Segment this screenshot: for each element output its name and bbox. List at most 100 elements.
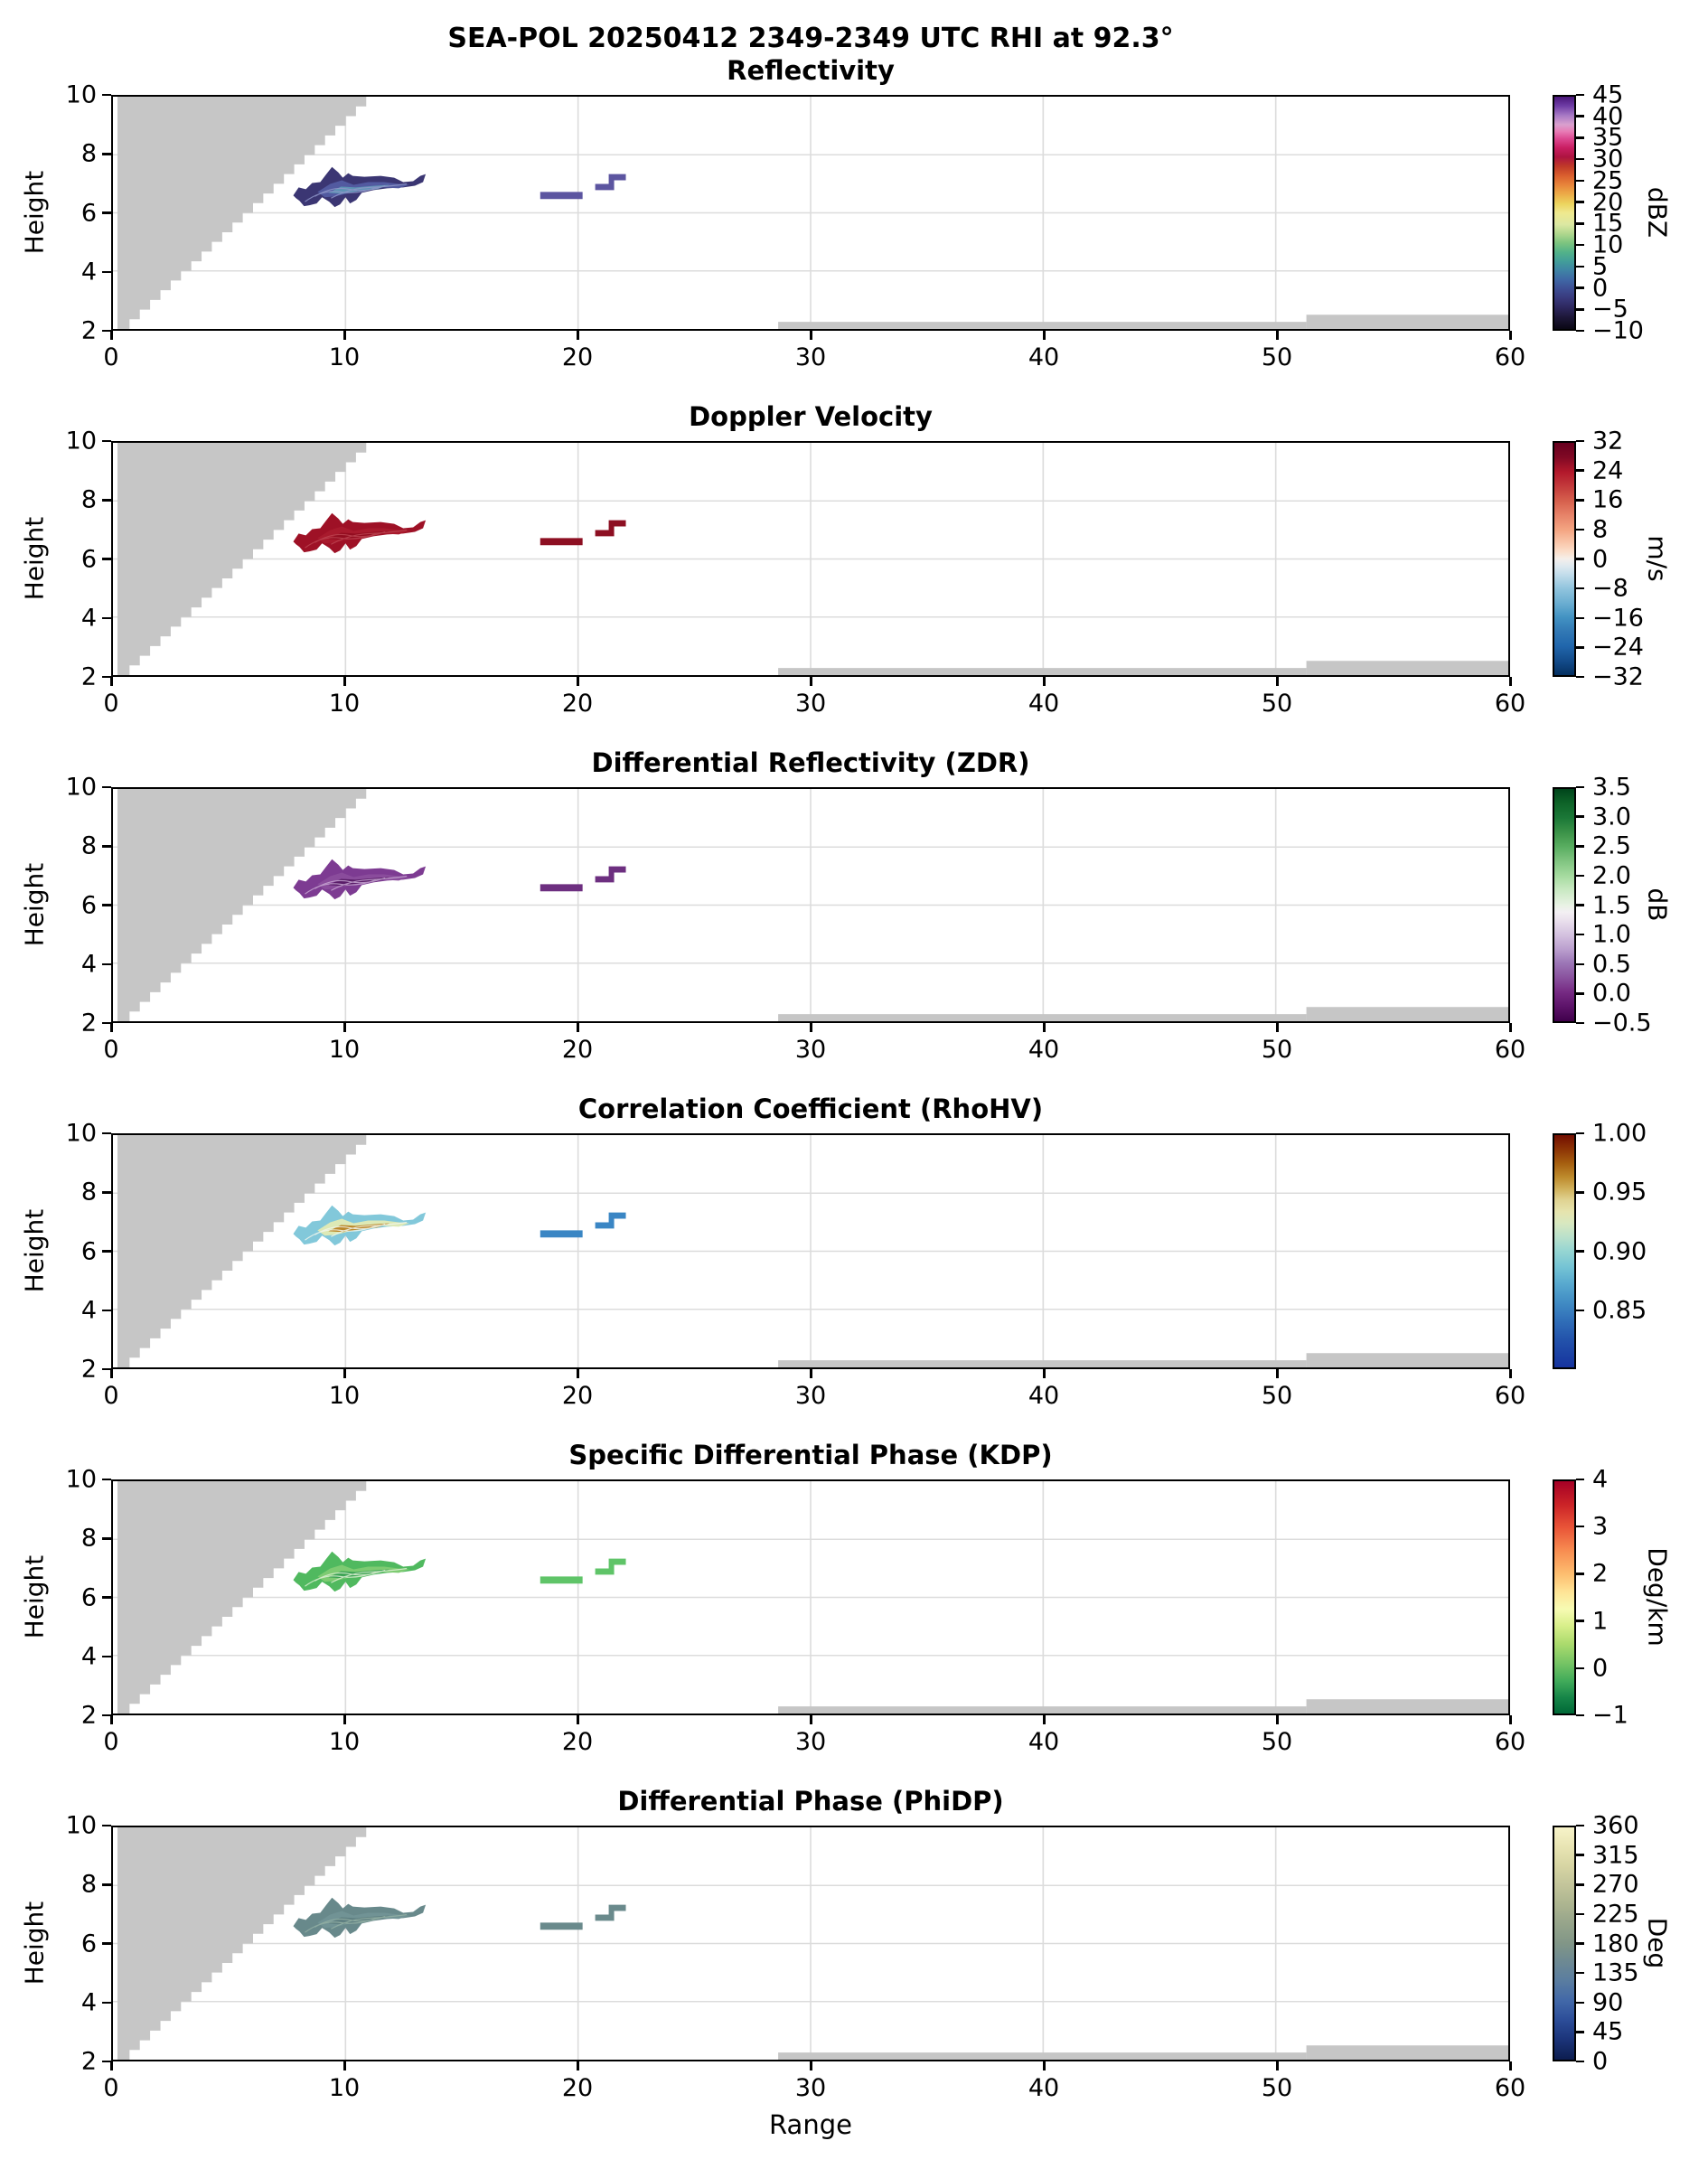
y-tick-label: 4 [80, 950, 97, 979]
ground-clutter-strip-far [1306, 661, 1508, 675]
x-tick-mark [1043, 677, 1046, 686]
colorbar-tick-label: −5 [1592, 295, 1628, 324]
x-tick-label: 20 [561, 2074, 594, 2102]
panel-title: Reflectivity [727, 55, 895, 86]
colorbar-tick-mark [1576, 136, 1584, 139]
y-tick-label: 6 [80, 199, 97, 227]
x-tick-mark [1509, 1715, 1512, 1724]
y-tick-label: 4 [80, 1642, 97, 1671]
x-tick-mark [343, 2061, 346, 2070]
far-echo-strip [540, 1576, 583, 1584]
x-tick-mark [110, 2061, 113, 2070]
y-tick-label: 4 [80, 604, 97, 633]
y-tick-label: 6 [80, 1583, 97, 1611]
colorbar-tick-label: 40 [1592, 102, 1624, 131]
colorbar-tick-mark [1576, 845, 1584, 848]
colorbar-tick-label: 135 [1592, 1958, 1639, 1987]
x-tick-mark [1509, 2061, 1512, 2070]
gridlines [113, 1481, 1508, 1714]
colorbar-tick-mark [1576, 1714, 1584, 1717]
x-tick-label: 50 [1261, 343, 1293, 371]
colorbar-tick-label: 1.5 [1592, 891, 1631, 919]
plot-canvas [113, 443, 1508, 675]
y-tick-label: 4 [80, 258, 97, 286]
colorbar-tick-mark [1576, 992, 1584, 995]
far-echo-step [595, 1212, 626, 1229]
colorbar-tick-mark [1576, 1971, 1584, 1975]
colorbar-tick-label: 20 [1592, 188, 1624, 217]
x-tick-mark [343, 331, 346, 340]
colorbar-tick-mark [1576, 646, 1584, 649]
y-tick-label: 8 [80, 1870, 97, 1899]
x-tick-mark [577, 331, 579, 340]
gridlines [113, 789, 1508, 1021]
y-tick-mark [102, 962, 111, 965]
colorbar-tick-label: 0 [1592, 274, 1609, 303]
ground-clutter-strip-far [1306, 1699, 1508, 1714]
x-tick-label: 30 [794, 1728, 827, 1756]
x-tick-label: 0 [103, 1382, 119, 1410]
colorbar-tick-label: 1.00 [1592, 1119, 1647, 1148]
y-tick-mark [102, 2060, 111, 2063]
gridlines [113, 1827, 1508, 2060]
y-tick-mark [102, 1883, 111, 1886]
colorbar-tick-label: 3.5 [1592, 773, 1631, 802]
colorbar-tick-mark [1576, 1854, 1584, 1856]
x-tick-mark [1276, 1715, 1279, 1724]
ground-clutter-strip [778, 1360, 1307, 1367]
x-tick-mark [1509, 1023, 1512, 1032]
colorbar-tick-label: 0 [1592, 2047, 1609, 2076]
far-echo-step [595, 1904, 626, 1921]
ground-clutter-strip-far [1306, 2045, 1508, 2060]
y-tick-mark [102, 1596, 111, 1599]
colorbar-tick-label: 24 [1592, 456, 1624, 485]
plot-canvas [113, 1827, 1508, 2060]
far-echo-step [595, 520, 626, 537]
colorbar-tick-mark [1576, 201, 1584, 203]
colorbar-unit-label: m/s [1642, 535, 1673, 582]
plot-area [111, 1826, 1510, 2061]
x-tick-mark [577, 677, 579, 686]
x-tick-mark [1043, 1715, 1046, 1724]
plot-canvas [113, 789, 1508, 1021]
panel-title: Correlation Coefficient (RhoHV) [577, 1094, 1044, 1124]
colorbar [1553, 1479, 1576, 1715]
x-tick-mark [1509, 1369, 1512, 1378]
x-tick-label: 60 [1494, 2074, 1526, 2102]
colorbar-tick-label: 0.0 [1592, 979, 1631, 1008]
colorbar-tick-mark [1576, 115, 1584, 117]
colorbar-tick-label: 0 [1592, 545, 1609, 573]
colorbar-tick-label: 2.5 [1592, 831, 1631, 860]
colorbar [1553, 1826, 1576, 2061]
colorbar-tick-mark [1576, 2060, 1584, 2063]
x-tick-mark [577, 1023, 579, 1032]
y-tick-mark [102, 785, 111, 789]
ground-clutter-strip-far [1306, 1353, 1508, 1367]
x-tick-mark [1509, 677, 1512, 686]
x-tick-mark [110, 1023, 113, 1032]
radar-echoes [293, 859, 626, 900]
x-tick-mark [1509, 331, 1512, 340]
colorbar-tick-label: 0 [1592, 1654, 1609, 1683]
x-tick-label: 20 [561, 1382, 594, 1410]
colorbar-unit-label: Deg/km [1642, 1547, 1673, 1647]
y-tick-label: 8 [80, 1178, 97, 1207]
x-tick-mark [577, 1369, 579, 1378]
x-tick-label: 20 [561, 1036, 594, 1064]
y-tick-mark [102, 1131, 111, 1135]
colorbar [1553, 1133, 1576, 1369]
x-tick-label: 10 [328, 690, 361, 718]
radar-echoes [293, 1551, 626, 1592]
plot-area [111, 1479, 1510, 1715]
colorbar-tick-label: 270 [1592, 1870, 1639, 1899]
colorbar-tick-mark [1576, 1478, 1584, 1481]
plot-area [111, 441, 1510, 677]
colorbar-tick-mark [1576, 179, 1584, 183]
x-tick-mark [1276, 677, 1279, 686]
colorbar-tick-mark [1576, 587, 1584, 590]
x-tick-mark [810, 1715, 812, 1724]
far-echo-step [595, 174, 626, 191]
colorbar-tick-mark [1576, 1131, 1584, 1135]
gridlines [113, 1135, 1508, 1367]
